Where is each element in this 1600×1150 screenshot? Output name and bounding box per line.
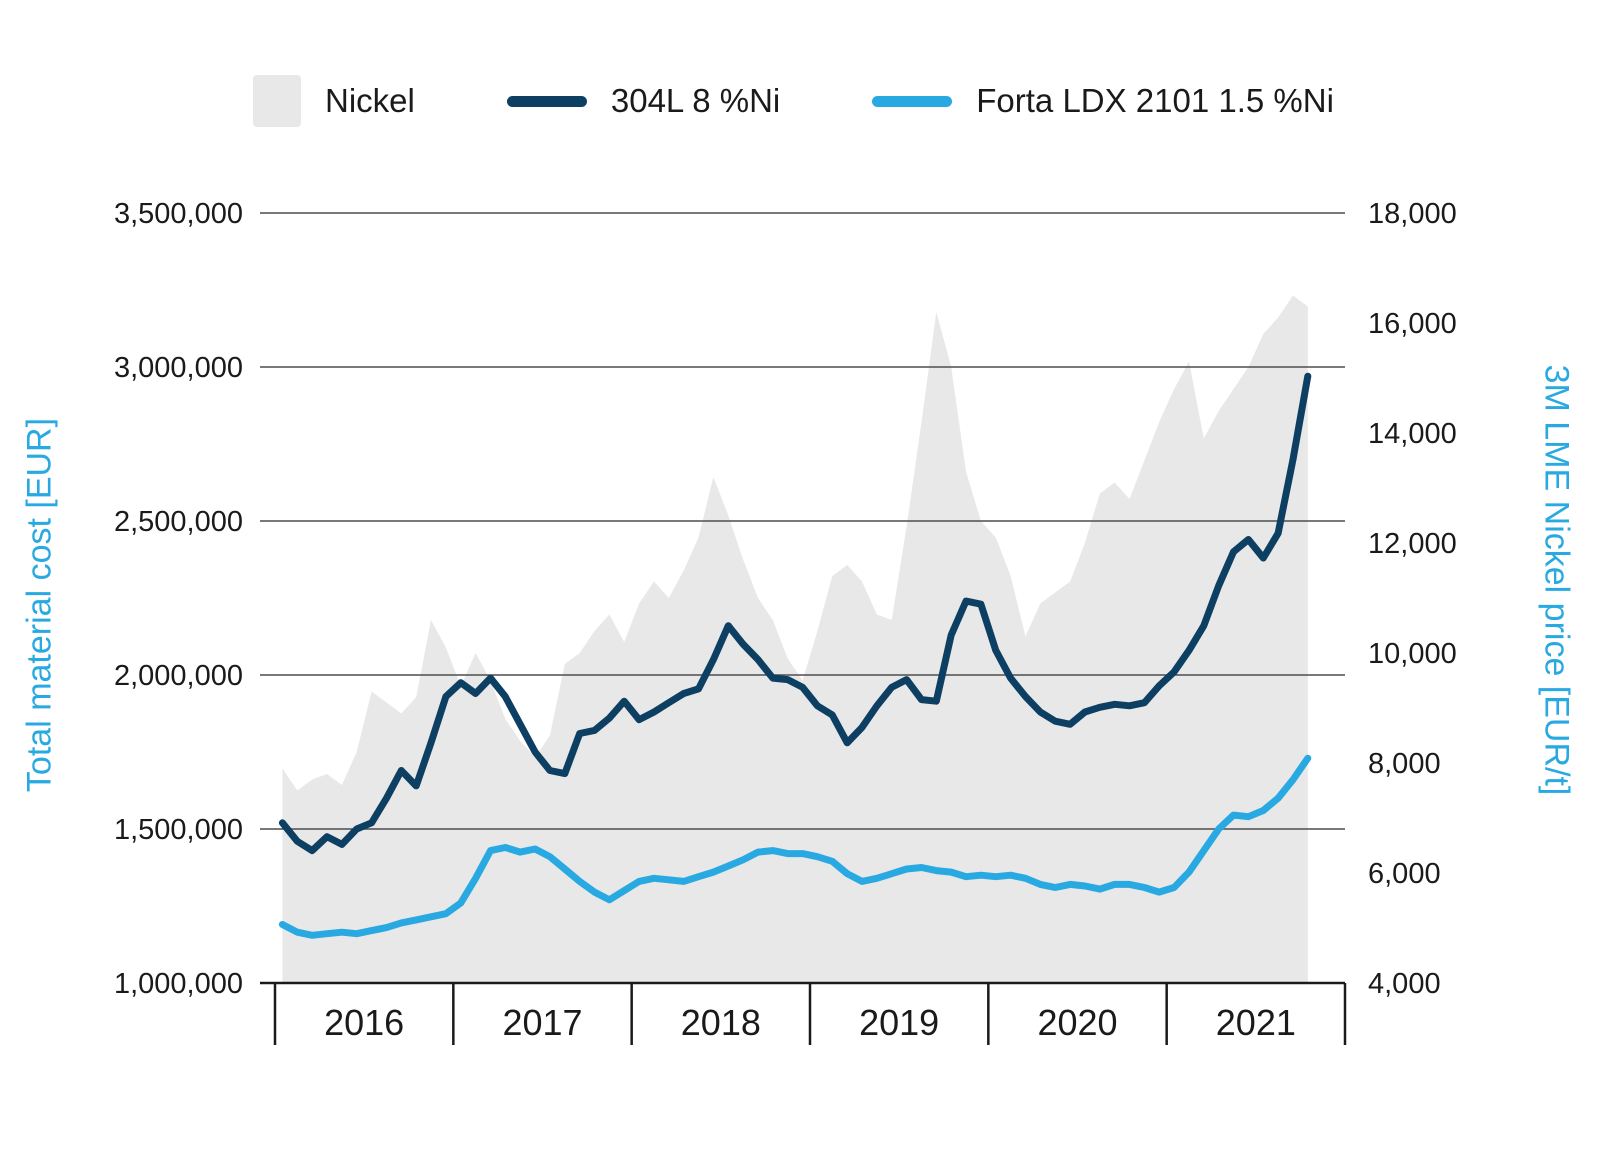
svg-text:2020: 2020 [1037, 1002, 1117, 1043]
series-line-304l [278, 372, 1312, 855]
svg-text:2018: 2018 [681, 1002, 761, 1043]
svg-text:10,000: 10,000 [1368, 638, 1457, 670]
svg-text:3,000,000: 3,000,000 [114, 352, 243, 384]
legend-label-304l: 304L 8 %Ni [610, 82, 781, 119]
legend-item-304l: 304L 8 %Ni [506, 82, 781, 120]
svg-text:1,000,000: 1,000,000 [114, 968, 243, 1000]
series-line-forta [278, 754, 1312, 939]
legend-item-forta: Forta LDX 2101 1.5 %Ni [872, 82, 1334, 120]
legend-item-nickel: Nickel [253, 75, 415, 127]
svg-text:2019: 2019 [859, 1002, 939, 1043]
svg-text:2,500,000: 2,500,000 [114, 506, 243, 538]
svg-text:2016: 2016 [324, 1002, 404, 1043]
svg-text:14,000: 14,000 [1368, 418, 1457, 450]
legend-label-nickel: Nickel [325, 82, 415, 119]
svg-text:12,000: 12,000 [1368, 528, 1457, 560]
nickel-area-swatch [253, 75, 301, 127]
legend: Nickel 304L 8 %Ni Forta LDX 2101 1.5 %Ni [253, 72, 1334, 130]
svg-text:8,000: 8,000 [1368, 748, 1441, 780]
x-axis: 2016 2017 2018 2019 2020 2021 [260, 981, 1347, 1045]
legend-label-forta: Forta LDX 2101 1.5 %Ni [976, 82, 1334, 119]
svg-text:3,500,000: 3,500,000 [114, 198, 243, 230]
svg-text:2021: 2021 [1216, 1002, 1296, 1043]
left-tick-labels: 1,000,000 1,500,000 2,000,000 2,500,000 3,00… [114, 198, 243, 1000]
svg-text:2,000,000: 2,000,000 [114, 660, 243, 692]
svg-text:1,500,000: 1,500,000 [114, 814, 243, 846]
gridlines [260, 212, 1345, 830]
right-tick-labels: 4,000 6,000 8,000 10,000 12,000 14,000 16,000 1… [1368, 198, 1457, 1000]
svg-text:6,000: 6,000 [1368, 858, 1441, 890]
svg-text:16,000: 16,000 [1368, 308, 1457, 340]
svg-text:18,000: 18,000 [1368, 198, 1457, 230]
forta-line-swatch [872, 95, 953, 107]
nickel-area [282, 295, 1308, 983]
svg-text:4,000: 4,000 [1368, 968, 1441, 1000]
svg-text:2017: 2017 [502, 1002, 582, 1043]
304l-line-swatch [506, 95, 587, 107]
